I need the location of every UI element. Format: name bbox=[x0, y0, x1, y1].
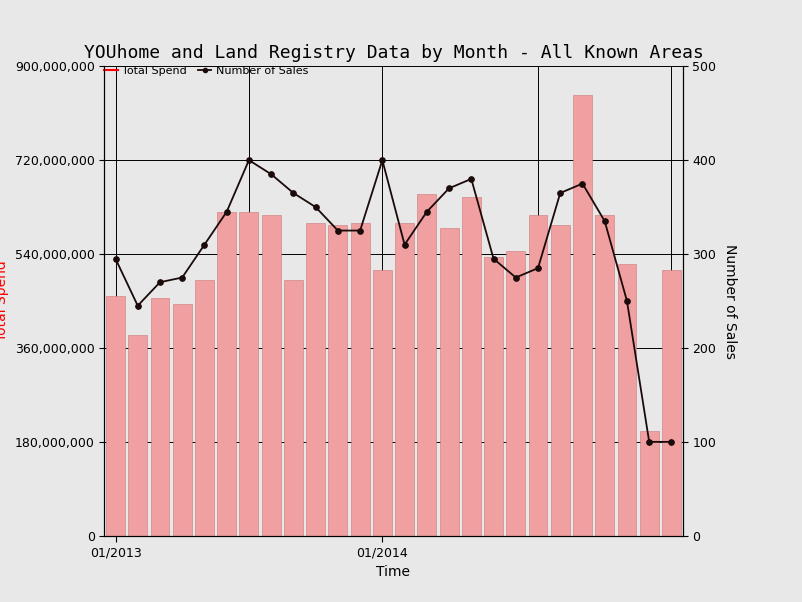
Bar bbox=[661, 270, 680, 536]
Bar bbox=[172, 303, 192, 536]
Bar bbox=[372, 270, 391, 536]
Bar bbox=[617, 264, 636, 536]
Y-axis label: Number of Sales: Number of Sales bbox=[723, 244, 736, 358]
Bar bbox=[528, 215, 547, 536]
Title: YOUhome and Land Registry Data by Month - All Known Areas: YOUhome and Land Registry Data by Month … bbox=[83, 44, 703, 62]
Bar bbox=[439, 228, 458, 536]
Y-axis label: Total Spend: Total Spend bbox=[0, 261, 10, 341]
Bar bbox=[639, 432, 658, 536]
Bar bbox=[106, 296, 125, 536]
Bar bbox=[573, 95, 591, 536]
Bar bbox=[350, 223, 369, 536]
Bar bbox=[550, 225, 569, 536]
Bar bbox=[195, 280, 213, 536]
Bar bbox=[306, 223, 325, 536]
Bar bbox=[128, 335, 147, 536]
Bar bbox=[328, 225, 347, 536]
Bar bbox=[239, 213, 258, 536]
Bar bbox=[217, 213, 236, 536]
Bar bbox=[484, 256, 502, 536]
Bar bbox=[395, 223, 414, 536]
X-axis label: Time: Time bbox=[376, 565, 410, 579]
Bar bbox=[261, 215, 280, 536]
Bar bbox=[284, 280, 302, 536]
Bar bbox=[594, 215, 614, 536]
Legend: Total Spend, Number of Sales: Total Spend, Number of Sales bbox=[104, 66, 308, 76]
Bar bbox=[461, 197, 480, 536]
Bar bbox=[417, 194, 435, 536]
Bar bbox=[150, 299, 169, 536]
Bar bbox=[506, 252, 525, 536]
